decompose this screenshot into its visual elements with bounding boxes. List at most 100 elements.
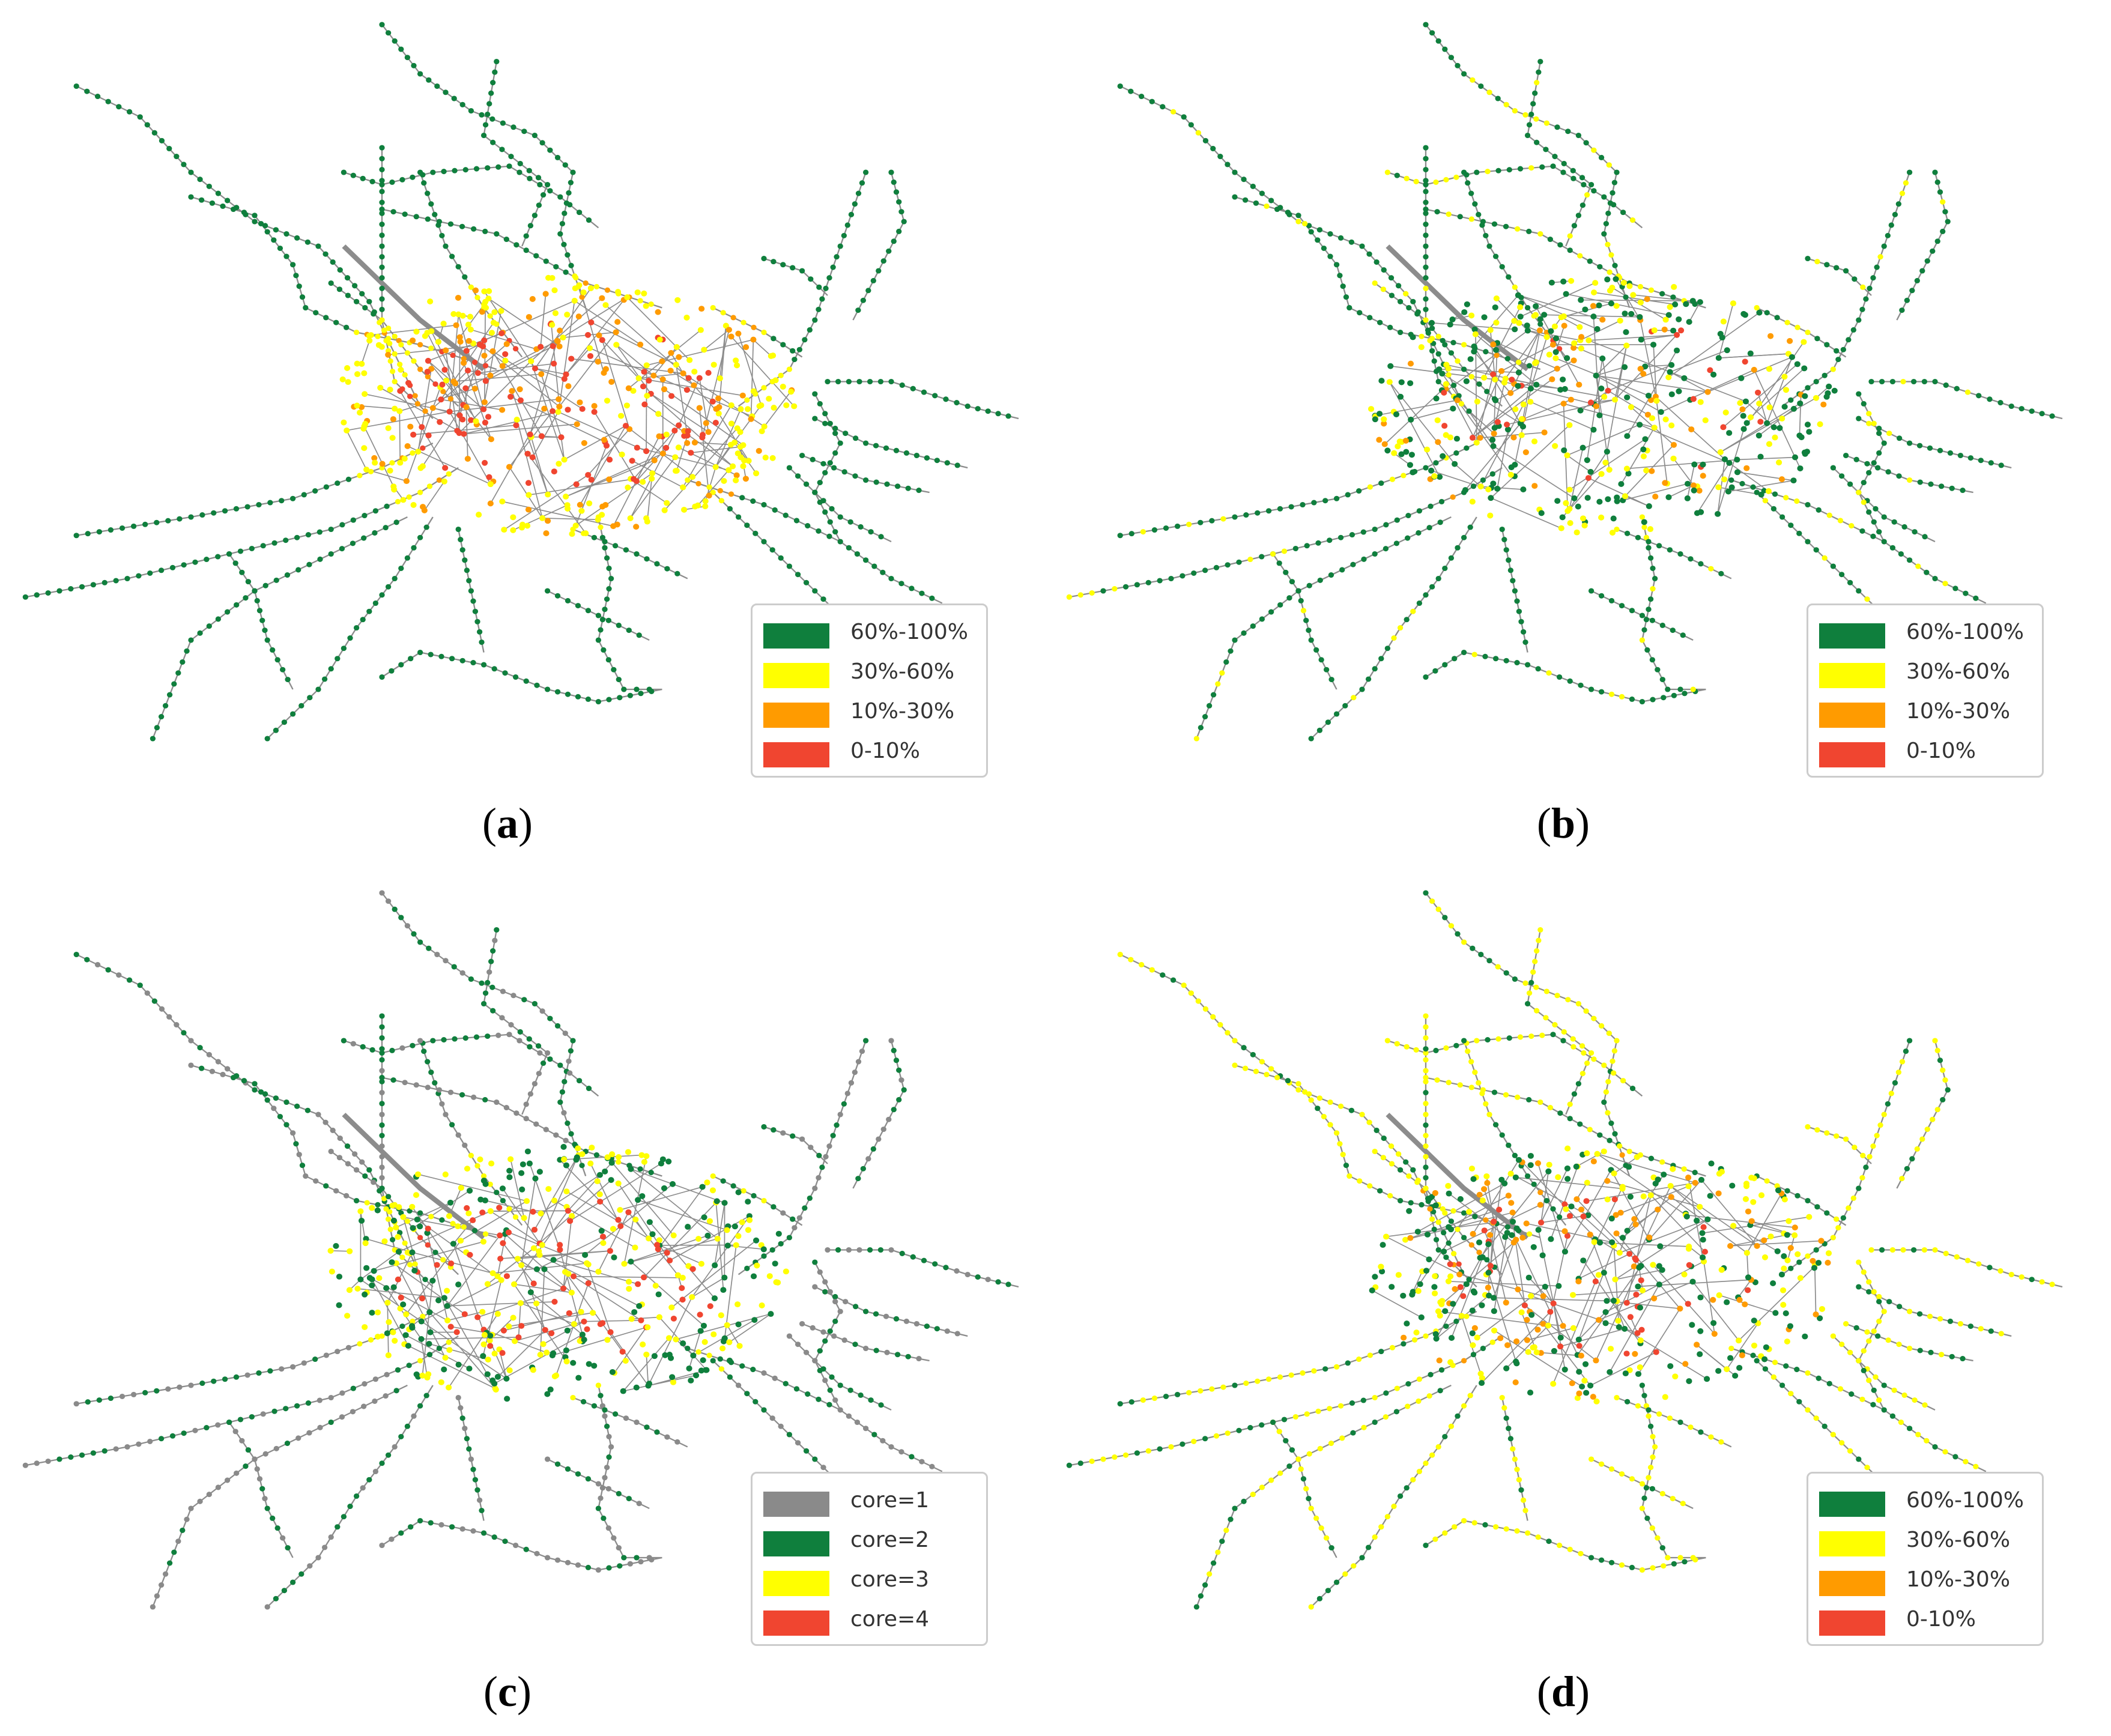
- station-node: [1579, 175, 1586, 181]
- station-node: [473, 1034, 480, 1040]
- station-node: [1468, 1242, 1474, 1248]
- station-node: [1479, 1302, 1485, 1308]
- station-node: [1567, 1546, 1573, 1552]
- station-node: [761, 1370, 767, 1376]
- station-node: [676, 354, 682, 360]
- station-node: [1470, 483, 1477, 489]
- station-node: [1643, 467, 1650, 474]
- station-node: [898, 581, 904, 587]
- station-node: [459, 547, 465, 553]
- station-node: [1391, 635, 1397, 641]
- station-node: [1489, 437, 1496, 443]
- station-node: [372, 600, 379, 606]
- station-node: [1281, 548, 1288, 554]
- station-node: [362, 1291, 368, 1298]
- station-node: [1619, 603, 1625, 609]
- edge: [728, 1313, 771, 1343]
- station-node: [827, 1387, 833, 1393]
- station-node: [417, 342, 423, 348]
- edge: [535, 288, 592, 369]
- panel-label: b: [1551, 799, 1576, 847]
- station-node: [1468, 312, 1475, 319]
- station-node: [455, 1361, 462, 1368]
- edge: [497, 1247, 535, 1277]
- station-node: [264, 736, 270, 742]
- route-edge: [1527, 930, 1593, 1115]
- station-node: [585, 1476, 592, 1482]
- station-node: [599, 295, 605, 301]
- station-node: [734, 450, 741, 456]
- station-node: [1403, 291, 1409, 297]
- edge: [494, 1334, 583, 1384]
- station-node: [829, 1374, 835, 1380]
- legend-label: core=1: [850, 1488, 930, 1513]
- station-node: [426, 1309, 433, 1316]
- station-node: [224, 198, 231, 204]
- station-node: [532, 213, 538, 219]
- station-node: [1503, 101, 1509, 107]
- station-node: [1665, 312, 1672, 318]
- station-node: [1489, 471, 1495, 477]
- station-node: [413, 328, 420, 335]
- station-node: [1567, 520, 1573, 526]
- station-node: [188, 194, 194, 200]
- station-node: [1750, 484, 1756, 490]
- station-node: [1870, 1143, 1876, 1149]
- station-node: [327, 1248, 334, 1254]
- station-node: [1423, 1046, 1429, 1052]
- station-node: [924, 1323, 930, 1329]
- station-node: [1743, 1250, 1750, 1256]
- station-node: [344, 275, 351, 281]
- station-node: [1987, 396, 1993, 402]
- station-node: [304, 1107, 311, 1113]
- station-node: [858, 1392, 864, 1398]
- station-node: [1954, 1254, 1960, 1260]
- station-node: [1242, 197, 1249, 203]
- station-node: [360, 1485, 366, 1491]
- station-node: [464, 1205, 470, 1211]
- station-node: [846, 1413, 852, 1419]
- station-node: [1410, 608, 1416, 614]
- edge: [541, 1174, 601, 1214]
- station-node: [1791, 1224, 1798, 1231]
- station-node: [1837, 1386, 1844, 1392]
- station-node: [1535, 1534, 1541, 1540]
- station-node: [661, 386, 668, 393]
- station-node: [829, 506, 835, 512]
- station-node: [1715, 1368, 1722, 1374]
- station-node: [1576, 1390, 1582, 1397]
- station-node: [1526, 1096, 1532, 1102]
- station-node: [1794, 361, 1801, 367]
- station-node: [1690, 396, 1697, 402]
- station-node: [1670, 628, 1676, 634]
- station-node: [1629, 217, 1636, 223]
- station-node: [1533, 359, 1539, 366]
- station-node: [1433, 179, 1439, 185]
- station-node: [519, 1186, 525, 1193]
- station-node: [1492, 397, 1499, 404]
- station-node: [1560, 1323, 1566, 1329]
- station-node: [1637, 283, 1644, 289]
- station-node: [709, 398, 716, 405]
- station-node: [1450, 383, 1457, 389]
- station-node: [381, 1238, 388, 1245]
- panel-caption: (b): [1536, 799, 1590, 847]
- edge: [1766, 357, 1793, 424]
- station-node: [404, 1218, 411, 1224]
- station-node: [347, 1248, 353, 1254]
- station-node: [761, 423, 768, 430]
- station-node: [1644, 411, 1652, 418]
- station-node: [1754, 304, 1760, 311]
- station-node: [417, 169, 423, 175]
- station-node: [1554, 366, 1560, 372]
- edge: [1393, 453, 1411, 465]
- station-node: [422, 408, 428, 414]
- station-node: [664, 1434, 670, 1440]
- station-node: [1774, 1248, 1781, 1254]
- station-node: [1533, 303, 1539, 309]
- edge: [669, 1215, 750, 1261]
- station-node: [632, 1244, 638, 1251]
- station-node: [1575, 503, 1581, 510]
- station-node: [429, 405, 436, 411]
- edge: [1597, 1153, 1695, 1184]
